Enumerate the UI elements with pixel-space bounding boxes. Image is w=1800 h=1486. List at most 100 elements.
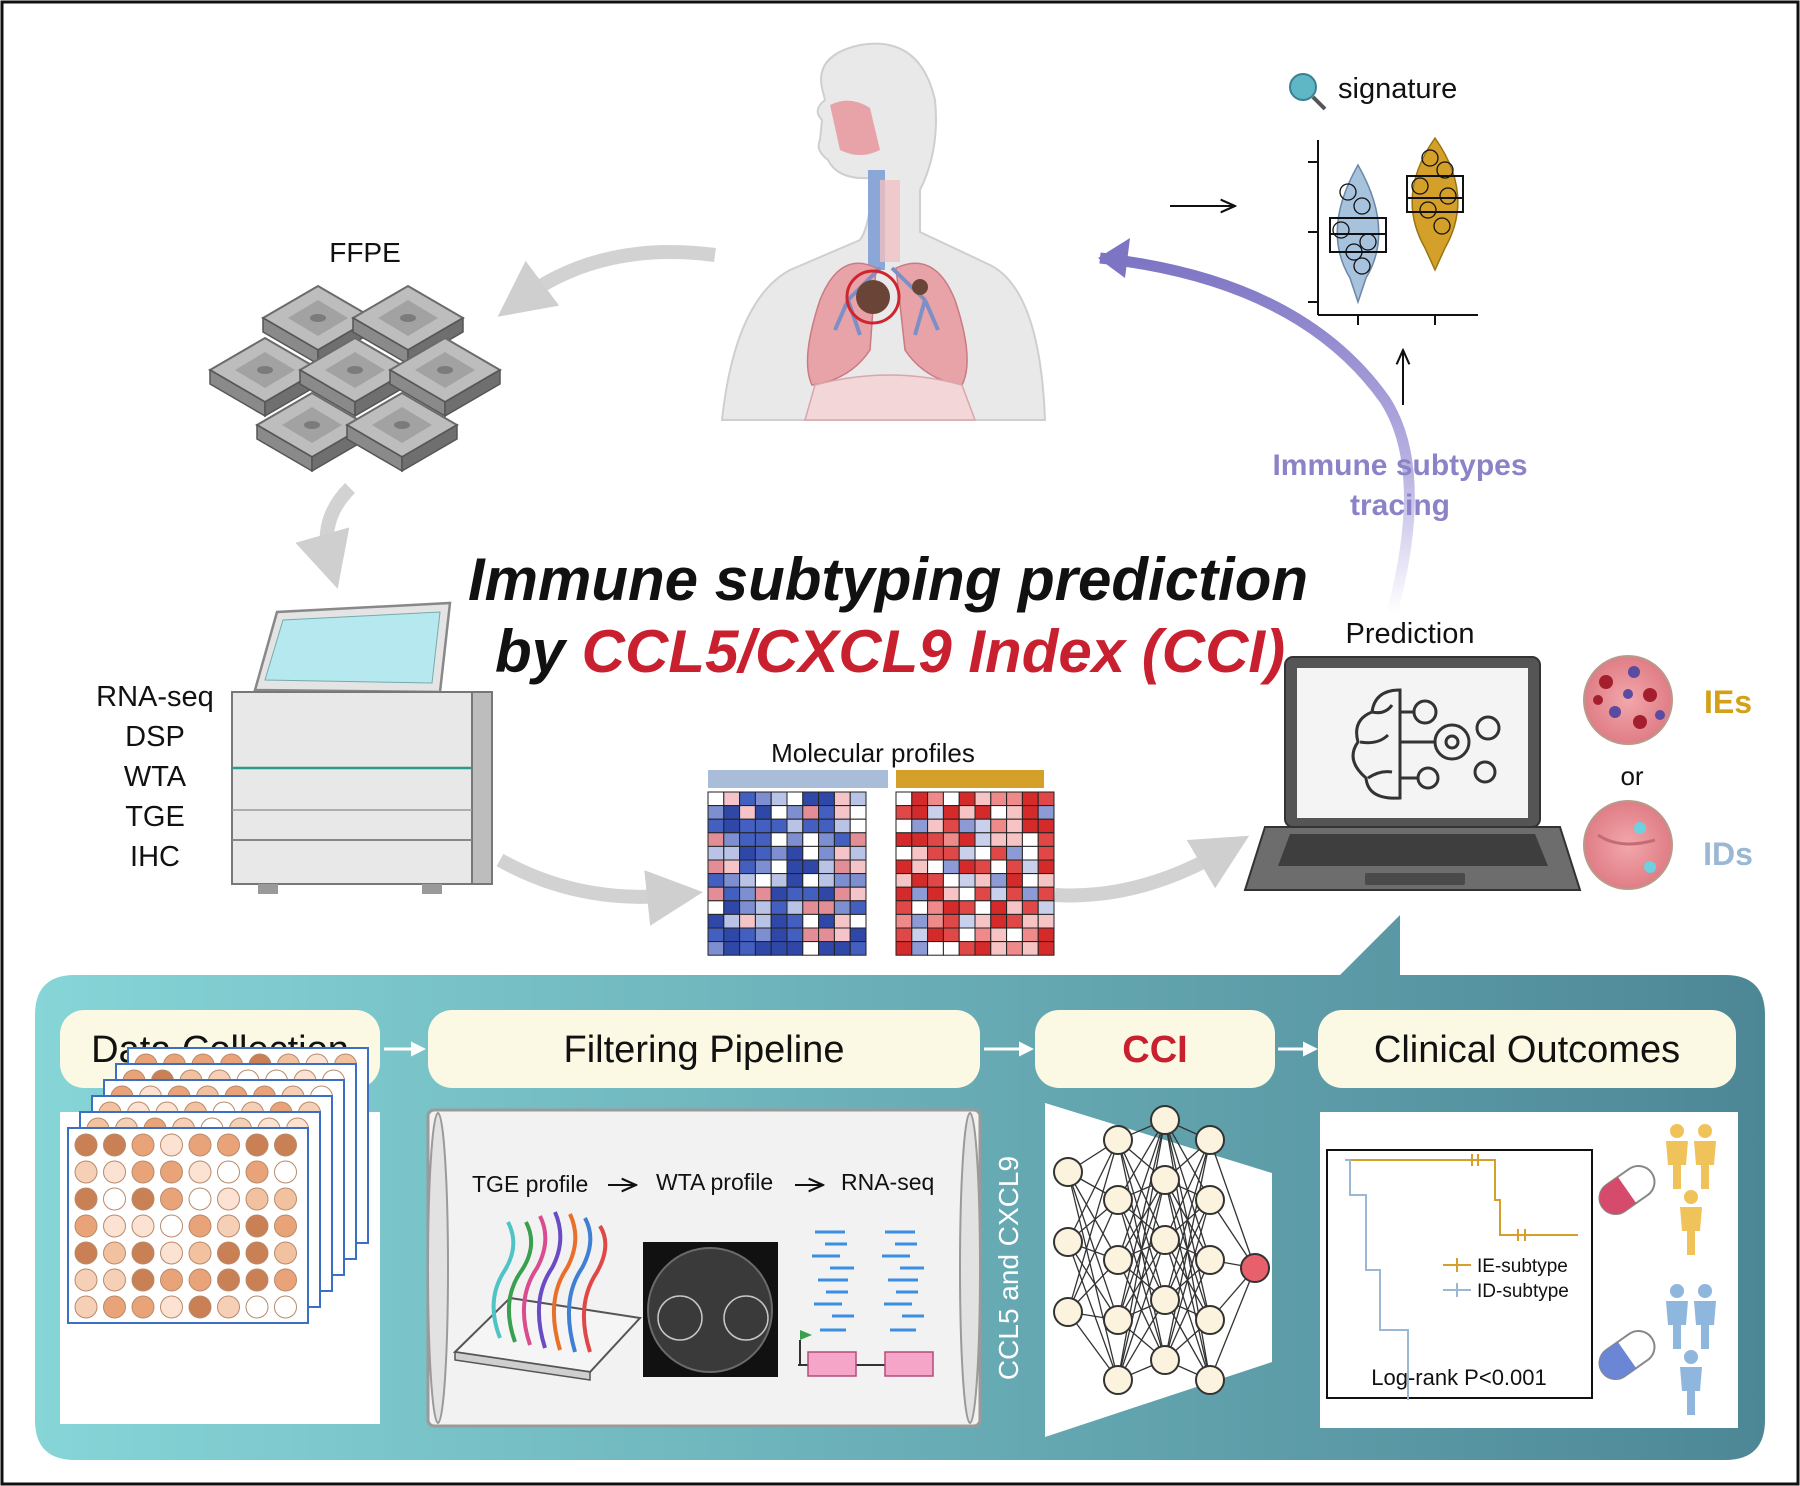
tma-core xyxy=(245,1214,269,1238)
heatmap-cell xyxy=(723,941,741,956)
network-edge xyxy=(1117,1119,1166,1201)
heatmap-cell xyxy=(895,913,913,929)
heatmap-cell xyxy=(911,886,929,902)
tma-core xyxy=(74,1214,98,1238)
heatmap-cell xyxy=(958,873,976,888)
heatmap-cell xyxy=(723,886,741,902)
tma-core xyxy=(160,1214,183,1238)
brain-gears-icon xyxy=(1351,688,1501,800)
filter-step-wta: WTA profile xyxy=(656,1169,773,1195)
heatmap-cell xyxy=(833,805,851,820)
heatmap-cell xyxy=(927,886,944,902)
heatmap-cell xyxy=(990,900,1008,915)
step-filtering-pipeline xyxy=(428,1010,980,1088)
heatmap-cell xyxy=(927,859,944,875)
heatmap-cell xyxy=(1037,818,1055,834)
heatmap-cell xyxy=(911,791,929,807)
network-edge xyxy=(1164,1139,1211,1241)
tma-core xyxy=(103,1295,126,1319)
title-line1: Immune subtyping prediction xyxy=(468,546,1308,613)
heatmap-cell xyxy=(958,805,976,820)
network-node xyxy=(1103,1185,1133,1215)
heatmap-cell xyxy=(1037,859,1055,875)
heatmap-cell xyxy=(754,818,772,834)
heatmap-cell xyxy=(818,805,835,820)
tma-core xyxy=(131,1214,155,1238)
heatmap-cell xyxy=(754,913,772,929)
heatmap-cell xyxy=(1037,886,1055,902)
person-body xyxy=(1680,1367,1702,1415)
magnifier-icon xyxy=(1289,73,1327,111)
heatmap-cell xyxy=(958,818,976,834)
heatmap-cell xyxy=(754,900,772,915)
heatmap-cell xyxy=(895,832,913,847)
heatmap-cell xyxy=(911,927,929,943)
heatmap-cell xyxy=(739,832,756,847)
heatmap-cell xyxy=(739,913,756,929)
heatmap-cell xyxy=(1037,913,1055,929)
heatmap-cell xyxy=(707,886,725,902)
heatmap-cell xyxy=(942,913,960,929)
network-node xyxy=(1103,1245,1133,1275)
heatmap-cell xyxy=(958,913,976,929)
heatmap-cell xyxy=(786,859,804,875)
heatmap-cell xyxy=(942,873,960,888)
tma-core xyxy=(188,1133,212,1157)
network-node xyxy=(1195,1245,1225,1275)
heatmap-cell xyxy=(911,805,929,820)
heatmap-cell xyxy=(802,886,820,902)
heatmap-cell xyxy=(958,832,976,847)
network-node xyxy=(1053,1227,1083,1257)
pill-icon xyxy=(1598,1164,1656,1216)
person-icon xyxy=(1684,1350,1698,1364)
network-edge xyxy=(1067,1171,1119,1321)
heatmap-cell xyxy=(739,900,756,915)
filter-step-rnaseq: RNA-seq xyxy=(841,1169,934,1195)
heatmap-cell xyxy=(1037,791,1055,807)
title-line2: by CCL5/CXCL9 Index (CCI) xyxy=(495,618,1285,685)
flow-arrow-sequencer-to-profiles xyxy=(496,853,703,926)
network-output-node xyxy=(1240,1253,1270,1283)
network-node xyxy=(1103,1125,1133,1155)
heatmap-cell xyxy=(1006,927,1023,943)
heatmap-cell xyxy=(818,791,835,807)
tma-core xyxy=(274,1295,297,1319)
heatmap-cell xyxy=(818,832,835,847)
tma-core xyxy=(74,1160,98,1184)
tma-core xyxy=(245,1160,269,1184)
heatmap-cell xyxy=(990,941,1008,956)
heatmap-cell xyxy=(707,818,725,834)
network-node xyxy=(1150,1285,1180,1315)
network-edge xyxy=(1117,1119,1166,1261)
heatmap-cell xyxy=(958,845,976,861)
human-anatomy-icon xyxy=(720,42,1047,421)
heatmap-cell xyxy=(1006,941,1023,956)
step-cci-label: CCI xyxy=(1122,1029,1187,1071)
flow-arrow-profiles-to-laptop xyxy=(1054,835,1250,903)
heatmap-cell xyxy=(895,791,913,807)
heatmap-cell xyxy=(754,791,772,807)
km-legend-id: ID-subtype xyxy=(1477,1281,1569,1302)
heatmap-cell xyxy=(1006,791,1023,807)
heatmap-cell xyxy=(942,859,960,875)
network-edge xyxy=(1067,1139,1119,1243)
heatmap-cell xyxy=(911,913,929,929)
heatmap-cell xyxy=(770,805,788,820)
heatmap-cell xyxy=(818,859,835,875)
tma-core xyxy=(217,1133,240,1157)
heatmap-cell xyxy=(770,873,788,888)
heatmap-cell xyxy=(833,873,851,888)
heatmap-cell xyxy=(786,927,804,943)
heatmap-cell xyxy=(802,927,820,943)
heatmap-cell xyxy=(723,900,741,915)
person-icon xyxy=(1684,1190,1698,1204)
heatmap-cell xyxy=(974,818,992,834)
person-icon xyxy=(1670,1124,1684,1138)
heatmap-cell xyxy=(1021,900,1039,915)
heatmap-cell xyxy=(802,873,820,888)
heatmap-cell xyxy=(833,927,851,943)
heatmap-cell xyxy=(739,873,756,888)
tma-core xyxy=(217,1187,240,1211)
tissue-ie-icon xyxy=(1583,655,1673,745)
tma-core xyxy=(74,1241,98,1265)
